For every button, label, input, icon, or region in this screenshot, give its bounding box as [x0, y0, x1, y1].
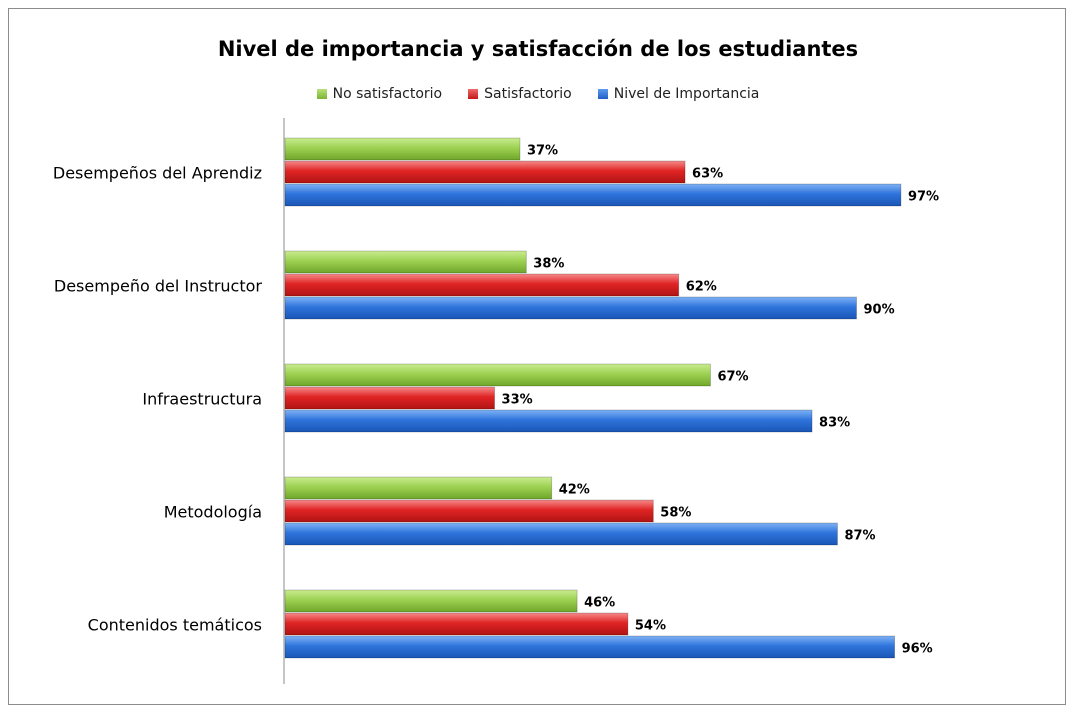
bar-nivel-de-importancia [284, 522, 838, 546]
data-label: 83% [819, 416, 850, 431]
bar-satisfactorio [284, 160, 686, 184]
data-label: 63% [692, 167, 723, 182]
category-label: Contenidos temáticos [88, 616, 262, 635]
bar-satisfactorio [284, 612, 629, 636]
category-label: Desempeño del Instructor [54, 277, 263, 296]
chart-legend: No satisfactorio Satisfactorio Nivel de … [9, 86, 1067, 102]
legend-label: Nivel de Importancia [613, 86, 760, 102]
data-label: 46% [584, 596, 615, 611]
data-label: 33% [502, 393, 533, 408]
bar-no-satisfactorio [284, 363, 711, 387]
legend-item-no-satisfactorio: No satisfactorio [316, 86, 443, 102]
bar-no-satisfactorio [284, 476, 553, 500]
bar-nivel-de-importancia [284, 183, 902, 207]
legend-swatch [468, 89, 479, 99]
data-label: 62% [686, 280, 717, 295]
legend-label: Satisfactorio [484, 86, 572, 102]
chart-frame: Nivel de importancia y satisfacción de l… [8, 8, 1066, 705]
bar-satisfactorio [284, 273, 680, 297]
chart-title: Nivel de importancia y satisfacción de l… [217, 37, 859, 61]
bar-no-satisfactorio [284, 250, 527, 274]
bar-nivel-de-importancia [284, 409, 813, 433]
data-label: 67% [717, 370, 748, 385]
data-label: 38% [533, 257, 564, 272]
data-label: 96% [902, 642, 933, 657]
category-label: Metodología [164, 503, 262, 522]
bar-satisfactorio [284, 499, 654, 523]
legend-item-nivel-importancia: Nivel de Importancia [597, 86, 760, 102]
data-label: 58% [660, 506, 691, 521]
bar-nivel-de-importancia [284, 296, 857, 320]
bar-no-satisfactorio [284, 589, 578, 613]
data-label: 42% [559, 483, 590, 498]
category-label: Infraestructura [142, 390, 262, 409]
legend-swatch [597, 89, 608, 99]
legend-item-satisfactorio: Satisfactorio [468, 86, 572, 102]
category-label: Desempeños del Aprendiz [53, 164, 262, 183]
legend-label: No satisfactorio [332, 86, 443, 102]
legend-swatch [316, 89, 327, 99]
bar-no-satisfactorio [284, 137, 521, 161]
bar-satisfactorio [284, 386, 495, 410]
data-label: 90% [864, 303, 895, 318]
data-label: 97% [908, 190, 939, 205]
data-label: 54% [635, 619, 666, 634]
data-label: 87% [844, 529, 875, 544]
bar-nivel-de-importancia [284, 635, 895, 659]
data-label: 37% [527, 144, 558, 159]
